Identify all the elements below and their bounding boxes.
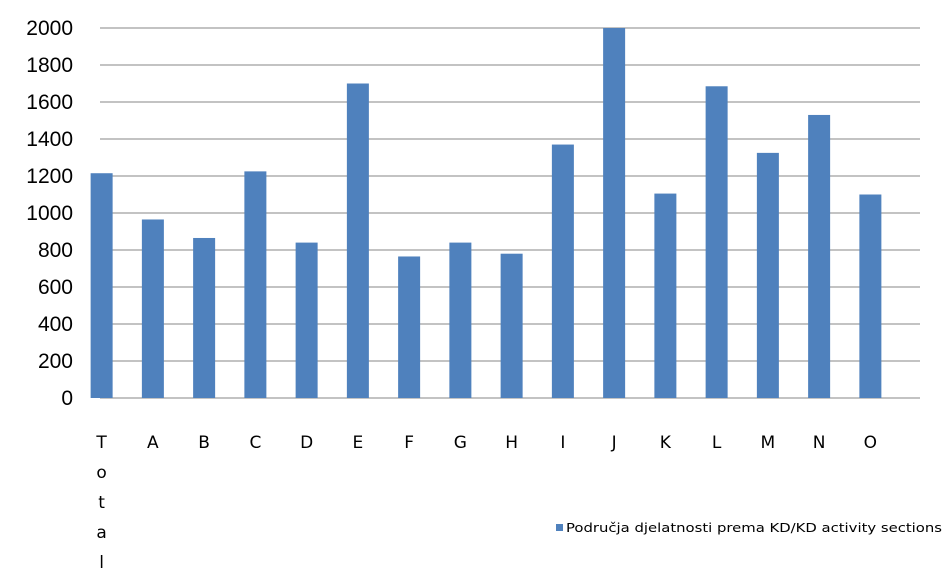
x-tick-label: D bbox=[300, 433, 313, 453]
x-tick-label: K bbox=[660, 433, 672, 453]
bar-j bbox=[603, 28, 626, 398]
x-tick-label: C bbox=[249, 433, 261, 453]
bar-b bbox=[193, 237, 216, 398]
y-tick-label: 1200 bbox=[26, 165, 73, 188]
bar-h bbox=[500, 253, 523, 398]
bar-m bbox=[756, 152, 779, 398]
bar-k bbox=[654, 193, 677, 398]
y-tick-label: 0 bbox=[61, 387, 73, 410]
x-tick-label: I bbox=[560, 433, 565, 453]
x-tick-label: H bbox=[505, 433, 518, 453]
x-tick-label: A bbox=[147, 433, 159, 453]
bar-total bbox=[90, 173, 113, 398]
y-tick-label: 1600 bbox=[26, 91, 73, 114]
bars bbox=[90, 28, 882, 399]
bar-i bbox=[551, 144, 574, 398]
legend-swatch bbox=[556, 524, 563, 531]
bar-l bbox=[705, 86, 728, 399]
bar-n bbox=[808, 114, 831, 398]
x-tick-label: L bbox=[712, 433, 722, 453]
legend: Područja djelatnosti prema KD/KD activit… bbox=[556, 521, 942, 535]
bar-c bbox=[244, 171, 267, 398]
gridlines bbox=[100, 27, 920, 399]
y-tick-label: 2000 bbox=[26, 17, 73, 40]
y-tick-label: 1400 bbox=[26, 128, 73, 151]
y-tick-label: 600 bbox=[38, 276, 73, 299]
y-tick-label: 1800 bbox=[26, 54, 73, 77]
bar-a bbox=[141, 219, 164, 398]
x-tick-label: N bbox=[813, 433, 826, 453]
x-tick-label: J bbox=[611, 433, 617, 453]
legend-label: Područja djelatnosti prema KD/KD activit… bbox=[566, 521, 942, 535]
y-tick-label: 1000 bbox=[26, 202, 73, 225]
x-tick-label: G bbox=[454, 433, 467, 453]
x-tick-label: M bbox=[761, 433, 776, 453]
x-tick-label: O bbox=[864, 433, 877, 453]
y-tick-label: 800 bbox=[38, 239, 73, 262]
y-tick-label: 200 bbox=[38, 350, 73, 373]
y-axis-ticks: 0 200 400 600 800 1000 1200 1400 1600 1800 2000 bbox=[26, 17, 73, 410]
x-tick-label: E bbox=[353, 433, 364, 453]
bar-d bbox=[295, 242, 318, 398]
x-tick-label: F bbox=[404, 433, 414, 453]
y-tick-label: 400 bbox=[38, 313, 73, 336]
bar-g bbox=[449, 242, 472, 398]
bar-o bbox=[859, 194, 882, 398]
bar-e bbox=[346, 83, 369, 398]
x-tick-label: B bbox=[198, 433, 210, 453]
bar-f bbox=[398, 256, 421, 398]
